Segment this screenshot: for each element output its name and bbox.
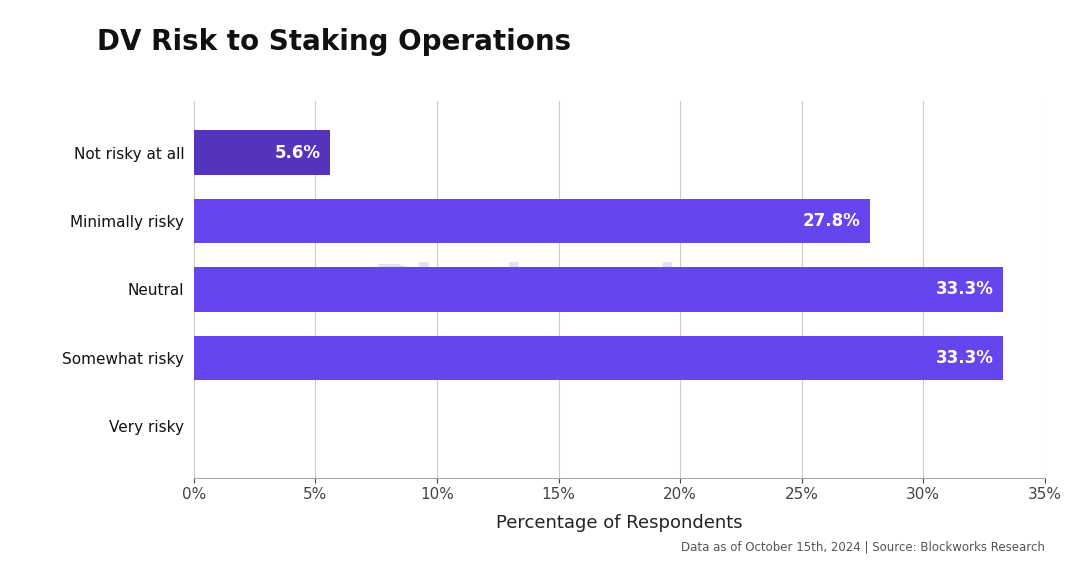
Text: 5.6%: 5.6% — [275, 143, 320, 161]
Bar — [194, 130, 330, 175]
X-axis label: Percentage of Respondents: Percentage of Respondents — [496, 514, 742, 532]
Bar — [194, 199, 869, 243]
Bar — [194, 267, 1004, 312]
Text: 33.3%: 33.3% — [936, 280, 994, 298]
Text: DV Risk to Staking Operations: DV Risk to Staking Operations — [97, 28, 571, 56]
Text: Blockworks: Blockworks — [374, 262, 729, 316]
Bar — [194, 336, 1004, 380]
Text: 33.3%: 33.3% — [936, 349, 994, 367]
Text: Data as of October 15th, 2024 | Source: Blockworks Research: Data as of October 15th, 2024 | Source: … — [681, 541, 1045, 554]
Text: Research: Research — [708, 269, 922, 310]
Text: 27.8%: 27.8% — [802, 212, 859, 230]
